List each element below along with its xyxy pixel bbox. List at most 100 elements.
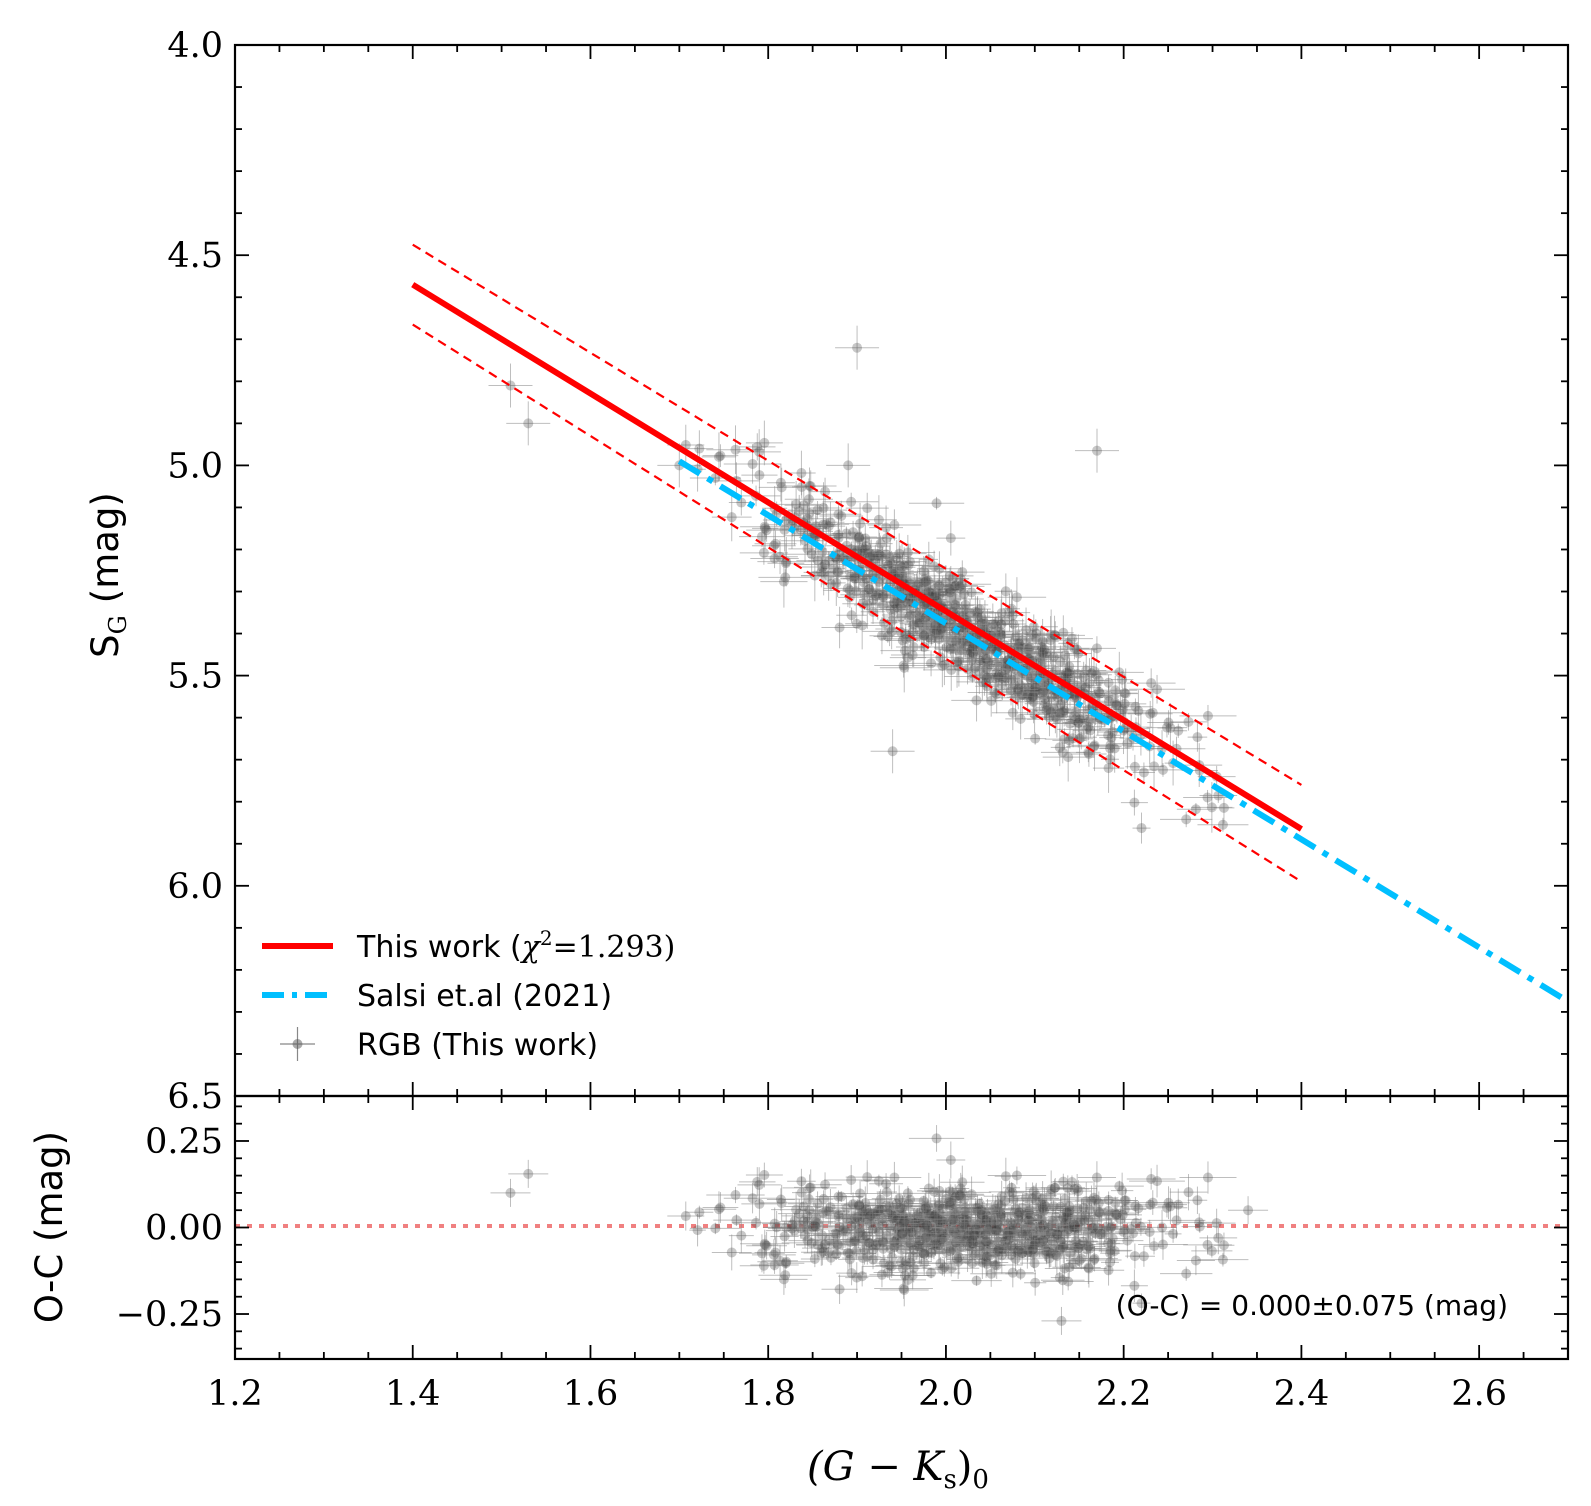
rgb-point: [1160, 811, 1213, 828]
rgb-point: [711, 493, 752, 542]
rgb-point: [739, 540, 789, 565]
x-tick-label: 1.2: [207, 1374, 263, 1414]
residual-point: [867, 1161, 922, 1193]
rgb-point: [1147, 710, 1190, 735]
x-axis-label: (G − Ks)0: [807, 1444, 989, 1495]
residual-point: [741, 1188, 778, 1220]
residual-y-axis-label: O-C (mag): [28, 1131, 71, 1323]
rgb-point: [702, 444, 739, 468]
x-tick-label: 1.8: [740, 1374, 796, 1414]
rgb-point: [933, 635, 960, 660]
rgb-point: [1096, 728, 1121, 742]
residual-y-tick-labels: 0.25 0.00 −0.25: [116, 1122, 223, 1335]
residual-point: [1160, 1266, 1213, 1281]
legend: This work (χ2=1.293) Salsi et.al (2021) …: [262, 926, 675, 1063]
rgb-point: [1005, 698, 1036, 740]
rgb-point: [787, 501, 848, 520]
y-tick-label: 6.5: [167, 1077, 223, 1117]
rgb-outlier-point: [1075, 428, 1120, 473]
rgb-point: [1146, 717, 1188, 738]
rgb-point: [884, 585, 918, 628]
residual-panel: 0.25 0.00 −0.25 1.2 1.4 1.6 1.8 2.0 2.2 2.4 2.6 O…: [28, 1094, 1570, 1495]
residual-point: [750, 1256, 799, 1274]
x-tick-label: 2.4: [1274, 1374, 1330, 1414]
rgb-point: [801, 551, 857, 601]
rgb-point: [1068, 699, 1099, 737]
x-tick-labels: 1.2 1.4 1.6 1.8 2.0 2.2 2.4 2.6: [207, 1374, 1507, 1414]
rgb-point: [1169, 723, 1188, 738]
rgb-point: [908, 496, 965, 510]
rgb-outlier-point: [506, 401, 551, 446]
rgb-point: [1094, 651, 1144, 693]
x-tick-label: 2.2: [1096, 1374, 1152, 1414]
y-tick-label: 4.0: [167, 26, 223, 66]
rgb-point: [838, 601, 887, 650]
rgb-point: [1144, 743, 1164, 789]
fit-line-dashed: [412, 323, 1302, 883]
x-tick-label: 2.6: [1451, 1374, 1507, 1414]
residual-point: [711, 1234, 752, 1271]
residual-point: [1197, 1252, 1249, 1267]
rgb-point: [1071, 741, 1107, 767]
rgb-point: [1042, 732, 1094, 782]
legend-swatch-rgb: [280, 1027, 315, 1061]
rgb-point: [739, 433, 776, 461]
fit-line-dashdot: [677, 458, 1570, 1004]
x-tick-label: 2.0: [918, 1374, 974, 1414]
rgb-point: [994, 573, 1018, 610]
rgb-point: [1197, 817, 1249, 832]
rgb-point: [796, 546, 840, 575]
legend-label-this-work: This work (χ2=1.293): [356, 926, 675, 965]
main-y-tick-labels: 4.0 4.5 5.0 5.5 6.0 6.5: [167, 26, 223, 1117]
main-panel: 4.0 4.5 5.0 5.5 6.0 6.5 SG(mag) This work (χ2…: [84, 26, 1570, 1117]
residual-point: [1147, 1209, 1177, 1246]
x-tick-label: 1.6: [563, 1374, 619, 1414]
residual-annotation: (O-C) = 0.000±0.075 (mag): [1116, 1289, 1508, 1322]
rgb-point: [845, 492, 889, 524]
residual-point: [766, 1188, 795, 1211]
rgb-point: [758, 467, 805, 507]
rgb-point: [1120, 789, 1148, 816]
y-tick-label: 4.5: [167, 236, 223, 276]
residual-point: [689, 1213, 706, 1247]
rgb-point: [1187, 722, 1208, 752]
y-tick-label: −0.25: [116, 1295, 223, 1335]
rgb-point: [1183, 789, 1232, 805]
residual-point: [987, 1166, 1047, 1185]
residual-point: [1042, 1272, 1094, 1291]
residual-outlier-point: [1041, 1306, 1082, 1335]
rgb-point: [936, 520, 966, 556]
rgb-point: [706, 425, 765, 475]
rgb-point: [1169, 713, 1208, 731]
rgb-outlier-point: [835, 325, 880, 370]
rgb-point: [1013, 607, 1039, 653]
rgb-point: [752, 507, 779, 549]
main-y-axis-label: SG(mag): [84, 492, 132, 658]
rgb-point: [1176, 803, 1215, 816]
rgb-point: [923, 649, 980, 691]
rgb-point: [787, 450, 816, 496]
rgb-outlier-point: [826, 443, 871, 488]
rgb-point: [879, 643, 929, 693]
rgb-point: [1055, 697, 1105, 742]
rgb-point: [970, 685, 1013, 717]
residual-point: [908, 1125, 965, 1152]
rgb-point: [991, 695, 1034, 731]
y-tick-label: 0.00: [145, 1209, 223, 1249]
rgb-point: [1132, 762, 1155, 783]
y-tick-label: 5.0: [167, 446, 223, 486]
y-tick-label: 6.0: [167, 867, 223, 907]
rgb-point: [1138, 763, 1188, 777]
rgb-point: [1050, 728, 1069, 767]
rgb-outlier-point: [870, 729, 915, 774]
legend-label-salsi: Salsi et.al (2021): [357, 979, 612, 1014]
rgb-point: [1129, 674, 1185, 704]
legend-label-rgb: RGB (This work): [357, 1028, 598, 1063]
rgb-point: [741, 450, 778, 500]
rgb-point: [758, 569, 813, 586]
residual-outlier-point: [508, 1159, 549, 1188]
residual-point: [745, 1162, 783, 1188]
residual-outlier-point: [1228, 1196, 1269, 1225]
rgb-point: [1092, 743, 1125, 793]
